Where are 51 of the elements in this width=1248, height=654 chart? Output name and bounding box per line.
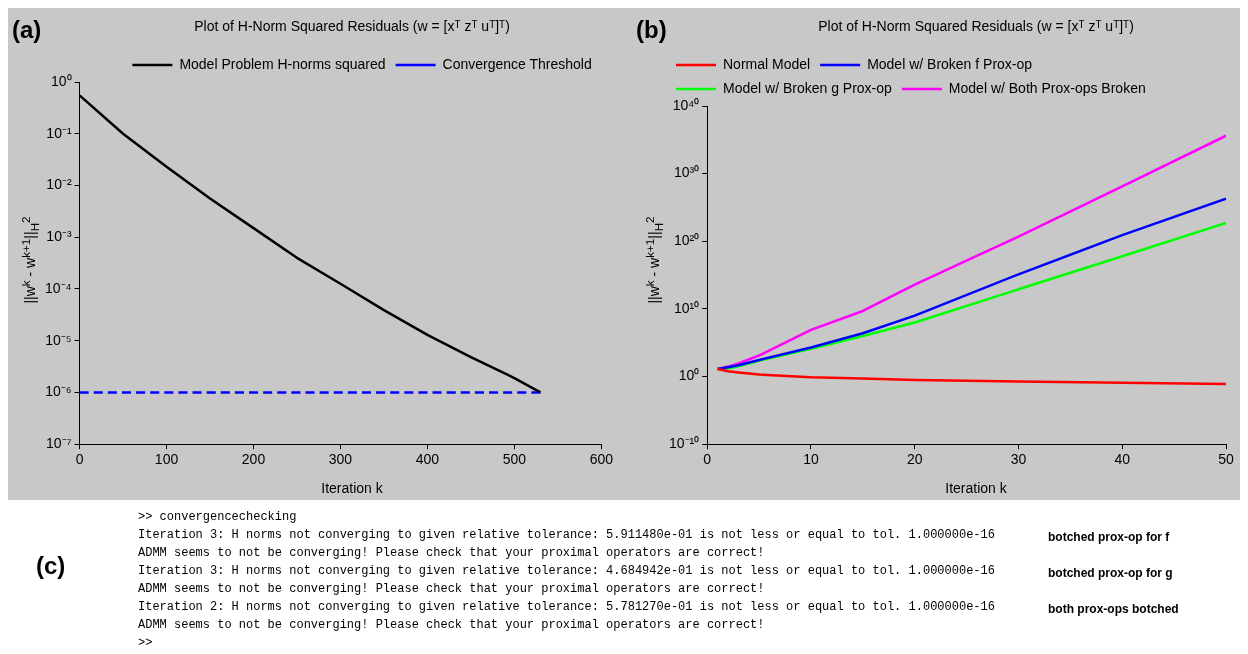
- y-tick-label: 10¹⁰: [674, 299, 700, 316]
- x-axis-title: Iteration k: [320, 480, 384, 496]
- y-tick-label: 10⁻⁷: [45, 435, 72, 452]
- x-tick-label: 10: [803, 451, 819, 468]
- text: Iteration 3: H norms not converging to given relative tolerance: 4.684942e-01 is not less or equal to tol. 1.000000e-16: [138, 563, 995, 580]
- y-tick-label: 10⁻⁶: [45, 383, 72, 400]
- y-tick-label: 10⁻²: [46, 176, 72, 193]
- x-tick-label: 100: [154, 451, 179, 468]
- text: (a): [12, 16, 42, 44]
- x-tick-label: 400: [415, 451, 440, 468]
- y-tick-label: 10⁻¹: [46, 124, 72, 141]
- chart-title: Plot of H-Norm Squared Residuals (w = [xᵀ zᵀ uᵀ]ᵀ): [193, 18, 511, 34]
- text: botched prox-op for f: [1048, 530, 1170, 544]
- x-tick-label: 500: [502, 451, 527, 468]
- text: >>: [138, 635, 154, 652]
- x-tick-label: 300: [328, 451, 353, 468]
- x-tick-label: 50: [1218, 451, 1234, 468]
- x-tick-label: 0: [75, 451, 84, 468]
- legend-label: Model Problem H-norms squared: [179, 55, 386, 72]
- text: ADMM seems to not be converging! Please check that your proximal operators are correct!: [138, 581, 766, 598]
- text: ADMM seems to not be converging! Please check that your proximal operators are correct!: [138, 545, 766, 562]
- y-tick-label: 10⁰: [51, 72, 72, 89]
- y-tick-label: 10⁻¹⁰: [669, 435, 700, 452]
- text: (b): [636, 16, 667, 44]
- x-tick-label: 30: [1010, 451, 1027, 468]
- legend-label: Normal Model: [723, 55, 811, 72]
- legend-label: Model w/ Broken f Prox-op: [867, 55, 1033, 72]
- y-tick-label: 10⁻⁵: [45, 331, 72, 348]
- legend-label: Model w/ Both Prox-ops Broken: [948, 79, 1146, 96]
- text: Iteration 3: H norms not converging to given relative tolerance: 5.911480e-01 is not less or equal to tol. 1.000000e-16: [138, 527, 995, 544]
- x-axis-title: Iteration k: [944, 480, 1008, 496]
- x-tick-label: 600: [589, 451, 614, 468]
- x-tick-label: 0: [703, 451, 712, 468]
- y-tick-label: 10³⁰: [674, 164, 700, 181]
- text: Iteration 2: H norms not converging to given relative tolerance: 5.781270e-01 is not less or equal to tol. 1.000000e-16: [138, 599, 995, 616]
- y-tick-label: 10⁻³: [46, 228, 72, 245]
- y-tick-label: 10⁴⁰: [672, 96, 700, 113]
- x-tick-label: 200: [241, 451, 266, 468]
- text: ADMM seems to not be converging! Please check that your proximal operators are correct!: [138, 617, 766, 634]
- y-tick-label: 10⁰: [678, 367, 700, 384]
- chart-title: Plot of H-Norm Squared Residuals (w = [xᵀ zᵀ uᵀ]ᵀ): [817, 18, 1135, 34]
- text: both prox-ops botched: [1048, 602, 1179, 616]
- x-tick-label: 20: [906, 451, 923, 468]
- text: botched prox-op for g: [1048, 566, 1173, 580]
- y-tick-label: 10²⁰: [674, 232, 700, 249]
- legend-label: Model w/ Broken g Prox-op: [723, 79, 893, 96]
- text: >> convergencechecking: [138, 509, 298, 526]
- legend-label: Convergence Threshold: [442, 55, 592, 72]
- x-tick-label: 40: [1114, 451, 1131, 468]
- text: (c): [36, 552, 66, 580]
- y-tick-label: 10⁻⁴: [44, 279, 72, 296]
